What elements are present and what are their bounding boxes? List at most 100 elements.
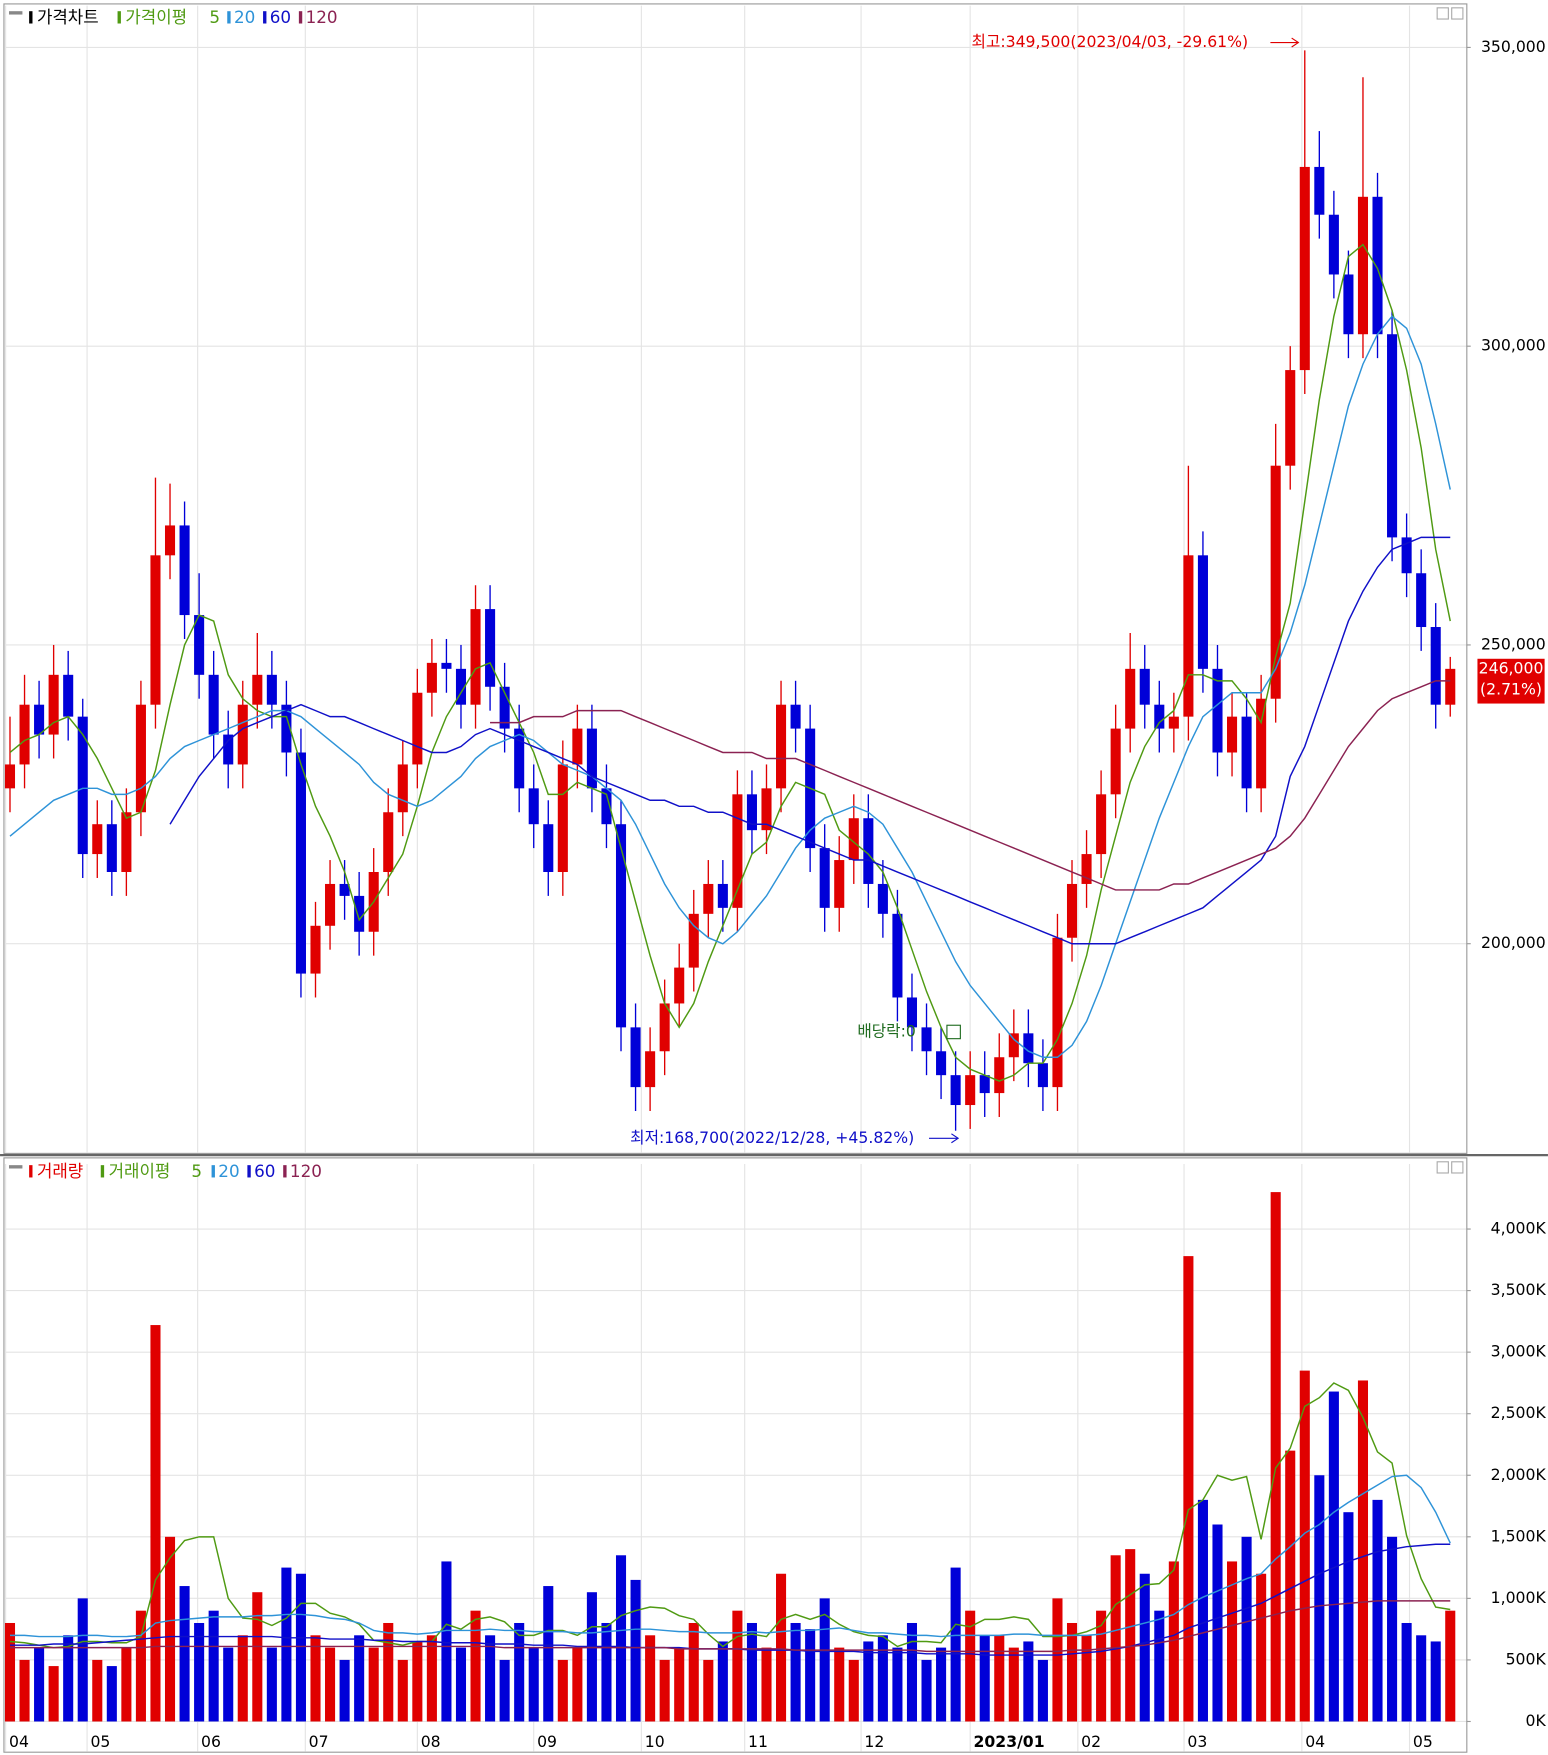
x-tick-label: 02 bbox=[1081, 1732, 1101, 1751]
candle-body bbox=[19, 704, 30, 765]
candle-body bbox=[1154, 704, 1165, 729]
candle-body bbox=[659, 1003, 670, 1052]
volume-bar bbox=[1154, 1610, 1165, 1722]
candle-body bbox=[761, 788, 772, 831]
volume-bar bbox=[1037, 1659, 1048, 1722]
volume-bar bbox=[1081, 1635, 1092, 1722]
moving-average-line bbox=[9, 243, 1451, 1082]
volume-bar bbox=[979, 1635, 990, 1722]
x-tick-label: 04 bbox=[1305, 1732, 1325, 1751]
close-button[interactable] bbox=[1451, 7, 1464, 20]
candle-body bbox=[601, 788, 612, 825]
candle-body bbox=[1066, 883, 1078, 938]
candle-body bbox=[412, 692, 423, 765]
legend-title: 가격차트 bbox=[37, 7, 99, 27]
candle-body bbox=[1052, 937, 1063, 1088]
legend-entry: 5 bbox=[191, 1161, 202, 1181]
legend-marker bbox=[117, 11, 121, 24]
volume-bar bbox=[121, 1647, 132, 1722]
volume-bar bbox=[586, 1592, 597, 1722]
volume-bar bbox=[805, 1629, 816, 1722]
candle-body bbox=[1227, 716, 1238, 753]
candle-body bbox=[499, 686, 510, 729]
x-tick-label: 06 bbox=[201, 1732, 221, 1751]
volume-bar bbox=[325, 1647, 336, 1722]
volume-bar bbox=[572, 1647, 583, 1722]
candle-body bbox=[557, 764, 568, 873]
volume-bar bbox=[892, 1647, 903, 1722]
candle-body bbox=[1197, 555, 1208, 669]
volume-bar bbox=[237, 1635, 248, 1722]
candle-body bbox=[819, 848, 830, 908]
candle-body bbox=[441, 662, 452, 669]
y-tick-label: 4,000K bbox=[1491, 1219, 1547, 1238]
volume-panel-frame bbox=[3, 1157, 1468, 1753]
candle-body bbox=[1372, 196, 1383, 335]
candle-body bbox=[194, 615, 205, 675]
candle-body bbox=[237, 704, 248, 765]
x-tick-label: 08 bbox=[421, 1732, 441, 1751]
volume-bar bbox=[455, 1647, 467, 1722]
candle-body bbox=[936, 1051, 947, 1076]
candle-body bbox=[63, 674, 74, 717]
legend-entry: 20 bbox=[234, 7, 255, 27]
volume-bar bbox=[1299, 1370, 1310, 1722]
volume-bar bbox=[630, 1579, 641, 1722]
annotation-arrow bbox=[951, 1133, 960, 1144]
volume-bar bbox=[266, 1647, 277, 1722]
volume-bar bbox=[135, 1610, 146, 1722]
minimize-button[interactable] bbox=[1436, 7, 1449, 20]
candle-body bbox=[1299, 166, 1310, 371]
annotation-dividend: 배당락:0 bbox=[857, 1021, 915, 1040]
candle-body bbox=[688, 913, 699, 968]
volume-bar bbox=[1343, 1512, 1354, 1722]
candle-body bbox=[848, 818, 859, 861]
candle-body bbox=[1212, 668, 1223, 753]
y-tick-label: 2,500K bbox=[1491, 1403, 1547, 1422]
y-tick-label: 200,000 bbox=[1481, 933, 1546, 952]
legend-marker bbox=[263, 11, 267, 24]
candle-body bbox=[1037, 1063, 1048, 1088]
legend-entry: 20 bbox=[218, 1161, 239, 1181]
candle-body bbox=[1328, 214, 1339, 275]
volume-bar bbox=[310, 1635, 321, 1722]
candle-body bbox=[1139, 668, 1150, 705]
candle-body bbox=[281, 704, 292, 753]
candle-body bbox=[164, 525, 176, 556]
moving-average-line bbox=[9, 1382, 1451, 1649]
legend-marker bbox=[298, 11, 303, 24]
volume-bar bbox=[1008, 1647, 1019, 1722]
candle-body bbox=[4, 764, 16, 789]
last-price: 246,000 bbox=[1479, 658, 1544, 677]
candle-body bbox=[325, 883, 336, 926]
x-tick-label: 05 bbox=[90, 1732, 110, 1751]
volume-bar bbox=[368, 1647, 379, 1722]
volume-bar bbox=[106, 1666, 117, 1722]
candle-body bbox=[354, 895, 365, 932]
volume-bar bbox=[1430, 1641, 1441, 1722]
candle-body bbox=[310, 925, 321, 974]
volume-bar bbox=[223, 1647, 234, 1722]
close-button[interactable] bbox=[1451, 1161, 1464, 1174]
volume-bar bbox=[761, 1647, 772, 1722]
volume-bar bbox=[543, 1586, 554, 1722]
x-tick-label: 10 bbox=[645, 1732, 665, 1751]
candle-body bbox=[470, 609, 481, 705]
candle-body bbox=[892, 913, 903, 998]
candle-body bbox=[1241, 716, 1252, 789]
last-change: (2.71%) bbox=[1480, 680, 1542, 699]
candle-body bbox=[1183, 555, 1194, 717]
volume-bar bbox=[1052, 1598, 1063, 1722]
minimize-button[interactable] bbox=[1436, 1161, 1449, 1174]
y-tick-label: 2,000K bbox=[1491, 1465, 1547, 1484]
volume-bar bbox=[281, 1567, 292, 1722]
volume-bar bbox=[1401, 1622, 1412, 1722]
candle-body bbox=[1445, 668, 1456, 705]
candle-body bbox=[223, 734, 234, 765]
candle-body bbox=[790, 704, 801, 729]
legend-marker bbox=[227, 11, 231, 24]
candle-body bbox=[834, 860, 845, 908]
legend-marker bbox=[29, 1165, 33, 1178]
candle-body bbox=[950, 1075, 961, 1106]
